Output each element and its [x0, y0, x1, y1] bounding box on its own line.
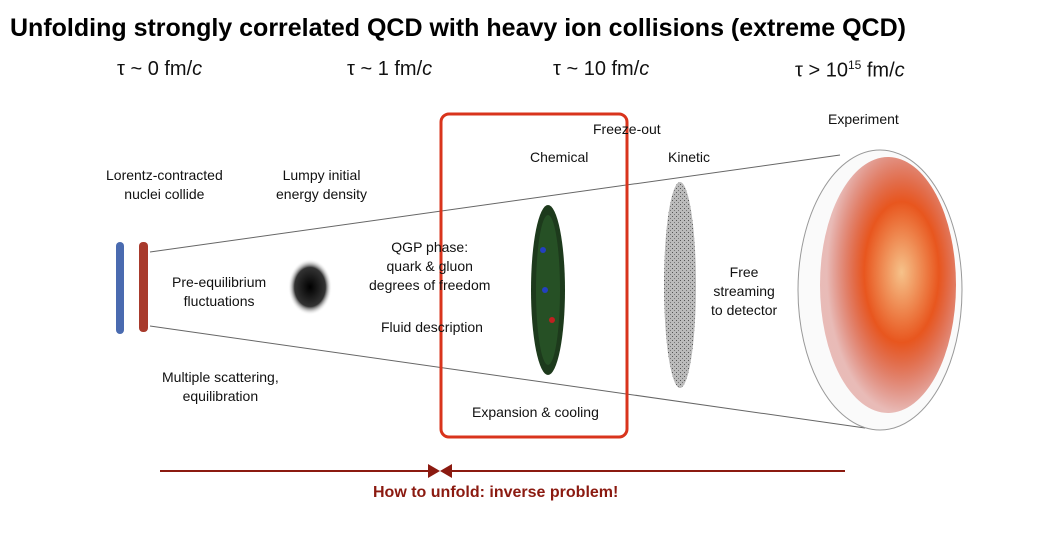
cone-lower-edge	[149, 325, 866, 429]
label-freeze-out: Freeze-out	[593, 121, 661, 137]
label-nuclei: Lorentz-contracted nuclei collide	[106, 167, 223, 202]
label-free-streaming: Free streaming to detector	[711, 264, 778, 318]
label-kinetic: Kinetic	[668, 149, 711, 165]
particle-tracks	[820, 157, 956, 413]
timescale-1: τ ~ 1 fm/c	[347, 58, 433, 80]
timescale-10: τ ~ 10 fm/c	[553, 58, 650, 80]
label-lumpy: Lumpy initial energy density	[276, 167, 368, 202]
label-fluid: Fluid description	[381, 319, 483, 335]
cone-upper-edge	[149, 154, 841, 253]
nuclei-red	[139, 242, 148, 332]
label-expansion: Expansion & cooling	[472, 404, 599, 420]
inverse-problem-caption: How to unfold: inverse problem!	[373, 484, 619, 501]
timescale-0: τ ~ 0 fm/c	[117, 58, 203, 80]
lumpy-energy-density	[288, 259, 332, 315]
label-qgp: QGP phase: quark & gluon degrees of freedo…	[369, 239, 491, 293]
label-experiment: Experiment	[828, 111, 899, 127]
timescale-experiment: τ > 1015 fm/c	[795, 58, 905, 82]
label-scattering: Multiple scattering, equilibration	[162, 369, 279, 404]
label-pre-equilibrium: Pre-equilibrium fluctuations	[172, 274, 267, 309]
slide-title: Unfolding strongly correlated QCD with h…	[10, 14, 906, 42]
label-chemical: Chemical	[530, 149, 589, 165]
arrowhead-left	[428, 464, 440, 478]
arrowhead-right	[440, 464, 452, 478]
kinetic-freezeout-disk	[664, 182, 696, 388]
highlight-box	[439, 112, 629, 439]
nuclei-blue	[116, 242, 124, 334]
